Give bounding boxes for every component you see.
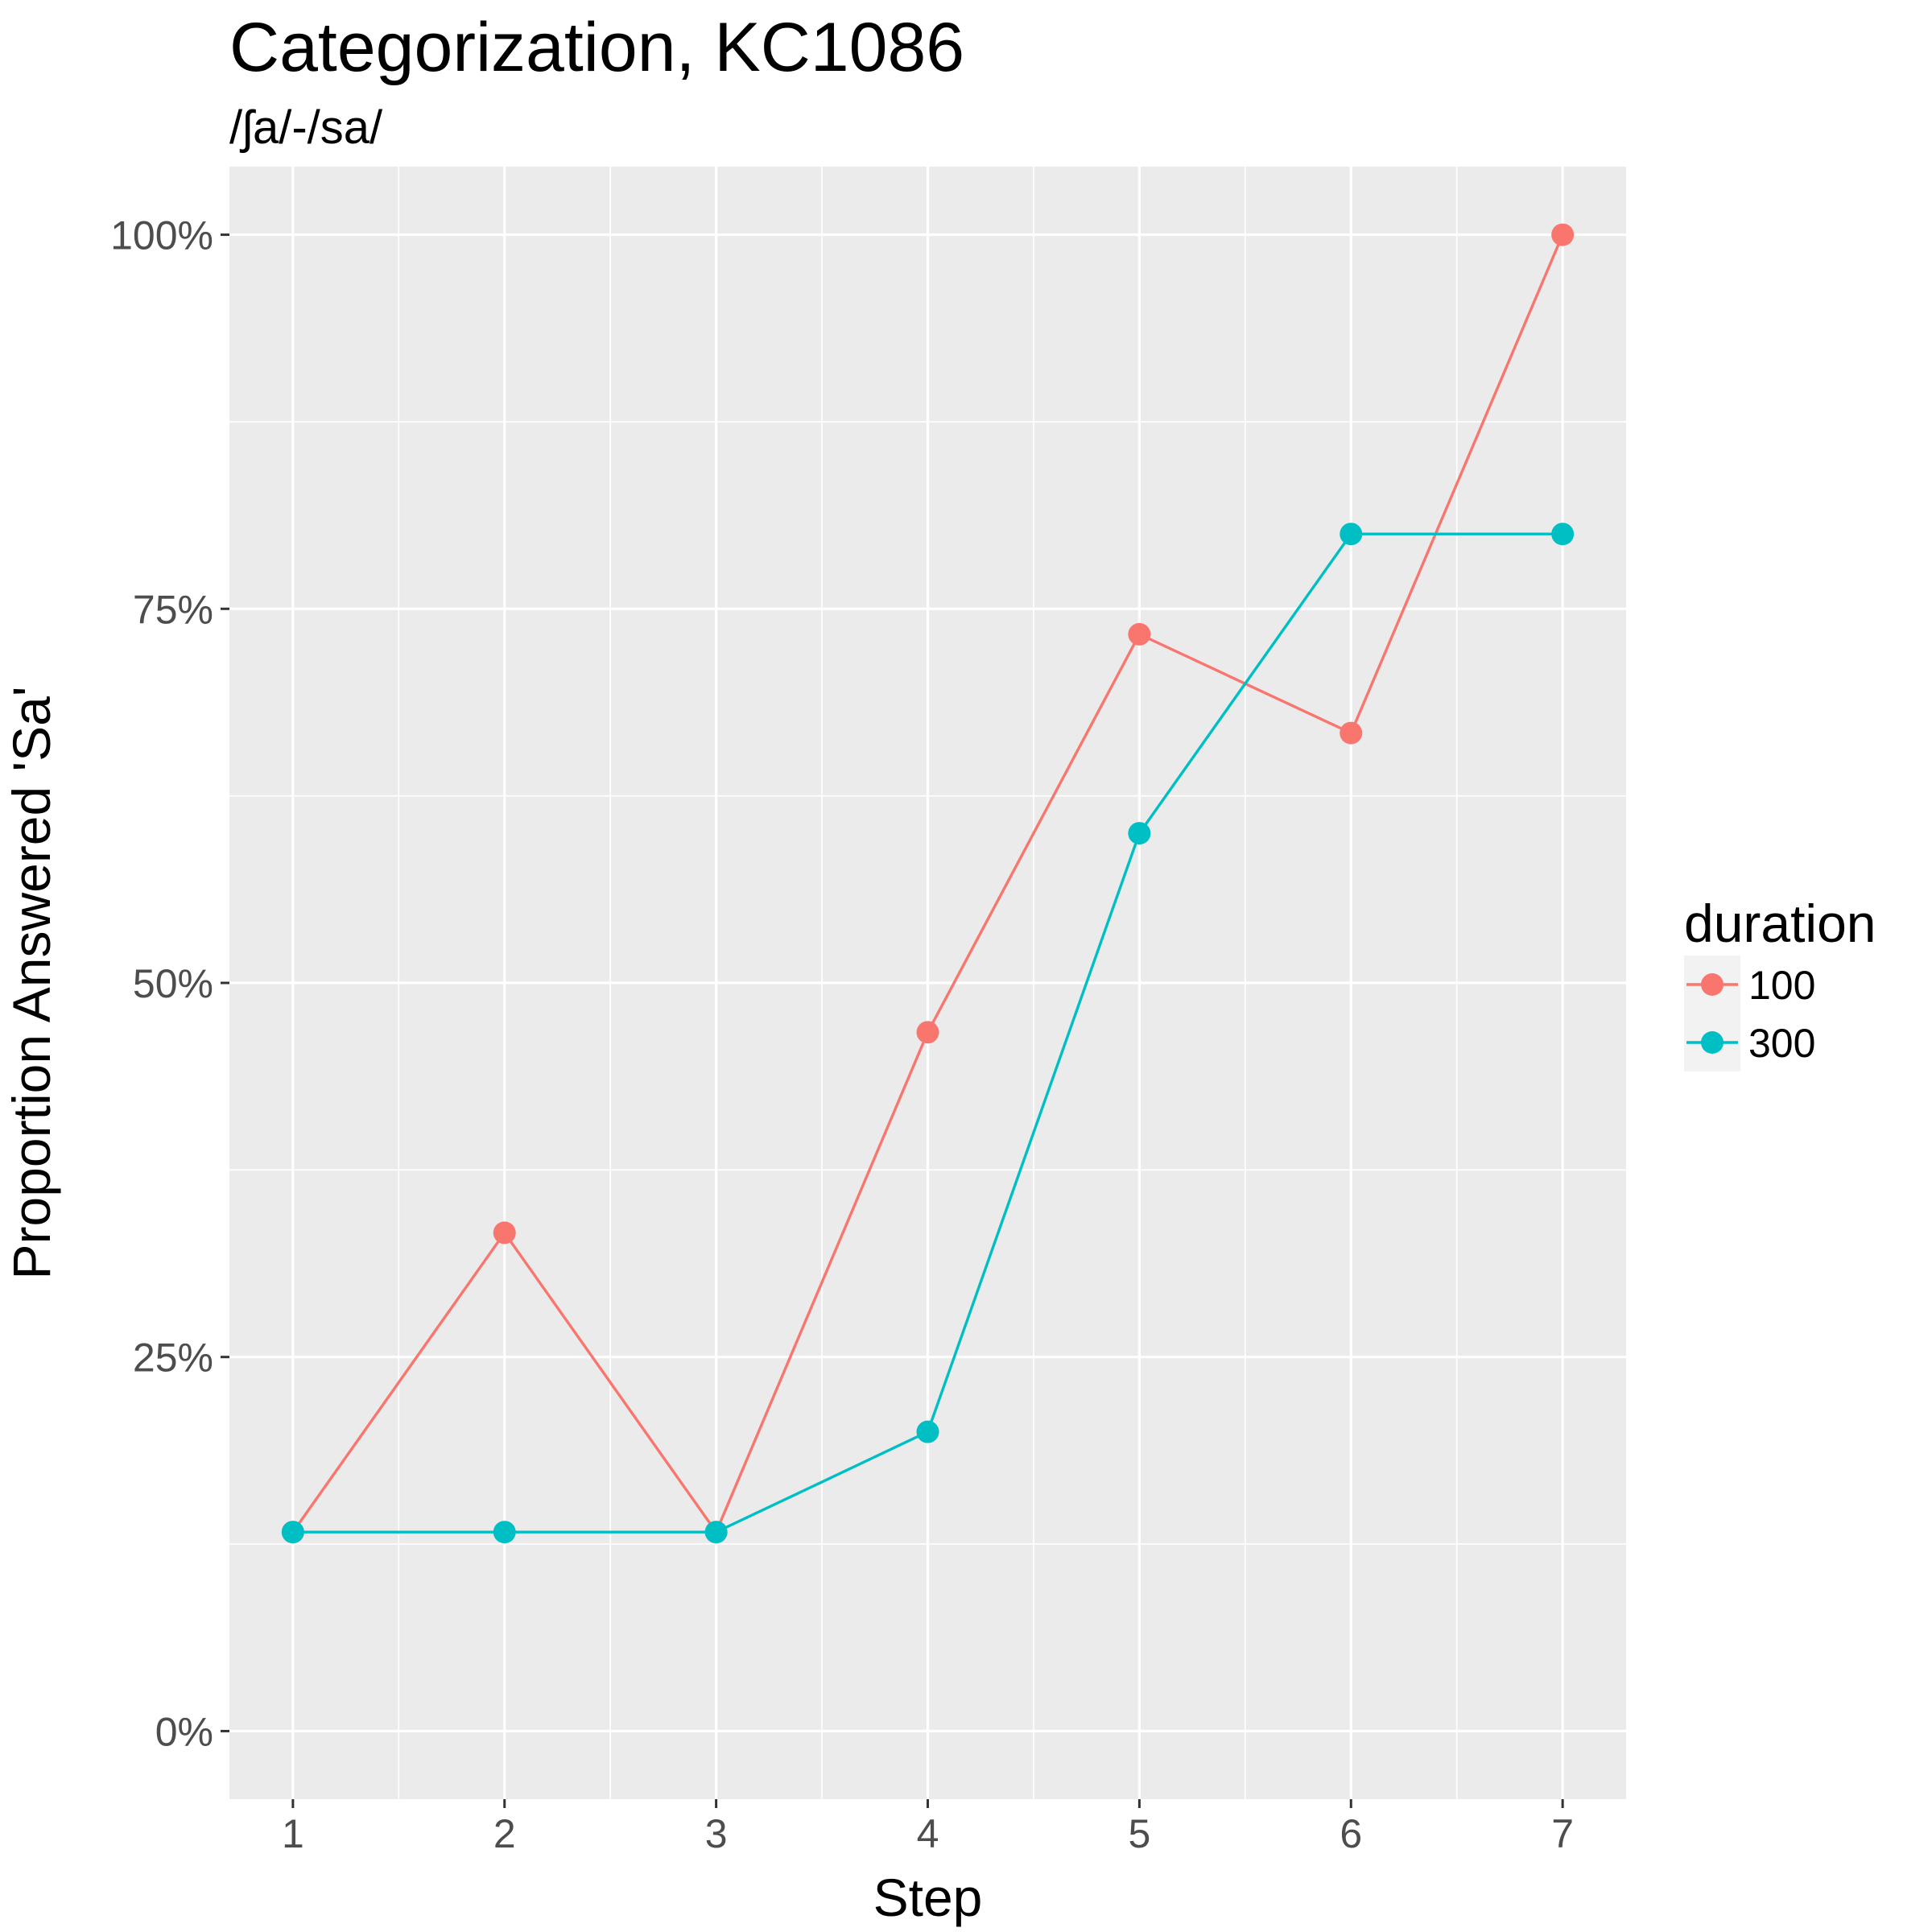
x-tick-label: 6 xyxy=(1340,1811,1362,1856)
y-tick-label: 25% xyxy=(133,1335,213,1381)
data-point-300 xyxy=(1340,522,1363,546)
x-axis-label: Step xyxy=(873,1868,983,1927)
y-tick-label: 0% xyxy=(155,1709,213,1754)
y-tick-label: 100% xyxy=(110,213,213,258)
legend-key-point xyxy=(1701,1031,1724,1054)
data-point-300 xyxy=(704,1521,728,1544)
data-point-100 xyxy=(916,1021,939,1044)
x-tick-label: 1 xyxy=(282,1811,304,1856)
data-point-300 xyxy=(1551,522,1575,546)
data-point-300 xyxy=(916,1420,939,1443)
chart-title: Categorization, KC1086 xyxy=(229,9,964,86)
x-axis: 1 2 3 4 5 6 7 xyxy=(282,1799,1574,1856)
data-point-100 xyxy=(493,1221,516,1245)
legend-label: 100 xyxy=(1748,963,1815,1008)
x-tick-label: 7 xyxy=(1551,1811,1574,1856)
x-tick-label: 4 xyxy=(917,1811,939,1856)
y-axis-label: Proportion Answered 'Sa' xyxy=(2,687,61,1280)
legend-key-point xyxy=(1701,973,1724,996)
data-point-300 xyxy=(493,1521,516,1544)
x-tick-label: 2 xyxy=(493,1811,516,1856)
y-axis: 0% 25% 50% 75% 100% xyxy=(110,213,229,1754)
x-tick-label: 3 xyxy=(705,1811,728,1856)
y-tick-label: 50% xyxy=(133,961,213,1006)
data-point-100 xyxy=(1340,721,1363,745)
data-point-300 xyxy=(1128,822,1151,845)
data-point-100 xyxy=(1128,622,1151,646)
legend-title: duration xyxy=(1684,894,1876,953)
data-point-100 xyxy=(1551,223,1575,246)
data-point-300 xyxy=(281,1521,304,1544)
x-tick-label: 5 xyxy=(1128,1811,1150,1856)
legend-label: 300 xyxy=(1748,1021,1815,1066)
chart-subtitle: /ʃa/-/sa/ xyxy=(229,101,383,154)
y-tick-label: 75% xyxy=(133,587,213,632)
series-points xyxy=(281,223,1575,1544)
